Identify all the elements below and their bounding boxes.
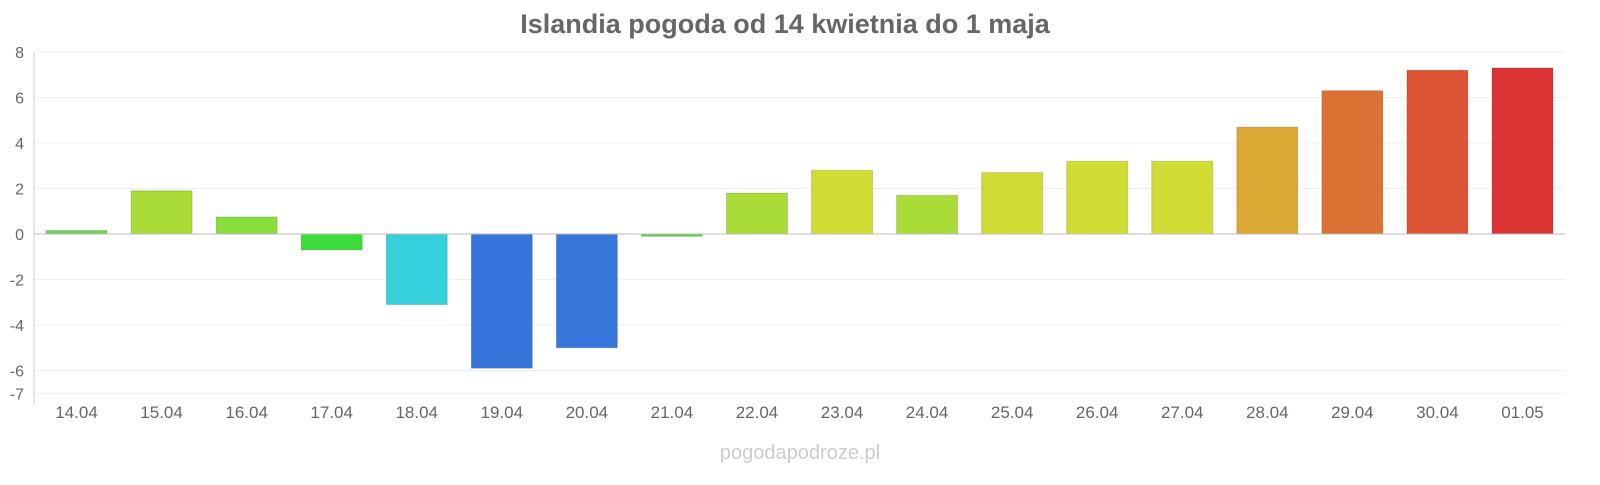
bars <box>34 67 1565 369</box>
x-tick-label: 18.04 <box>395 403 438 422</box>
x-tick-label: 25.04 <box>991 403 1034 422</box>
bar <box>811 169 874 235</box>
x-tick-label: 26.04 <box>1076 403 1119 422</box>
bar <box>896 194 959 235</box>
bar <box>555 233 618 349</box>
bar <box>1151 160 1214 235</box>
bar <box>1236 126 1299 235</box>
x-tick-label: 21.04 <box>651 403 694 422</box>
bar <box>725 192 788 235</box>
y-tick-label: -4 <box>10 318 24 335</box>
y-tick-label: 0 <box>15 227 24 244</box>
bar <box>1406 69 1469 235</box>
x-tick-label: 29.04 <box>1331 403 1374 422</box>
bar <box>1491 67 1554 235</box>
x-tick-label: 14.04 <box>55 403 98 422</box>
x-tick-label: 01.05 <box>1501 403 1544 422</box>
grid-lines <box>33 51 1565 405</box>
y-tick-label: -7 <box>10 386 24 403</box>
x-tick-label: 30.04 <box>1416 403 1459 422</box>
x-tick-label: 19.04 <box>481 403 524 422</box>
bar <box>470 233 533 369</box>
bar <box>1321 90 1384 235</box>
x-tick-label: 27.04 <box>1161 403 1204 422</box>
x-tick-label: 23.04 <box>821 403 864 422</box>
watermark: pogodapodroze.pl <box>720 442 880 464</box>
bar <box>1066 160 1129 235</box>
y-tick-label: -2 <box>10 273 24 290</box>
bar <box>45 230 108 235</box>
y-tick-label: 8 <box>15 45 24 62</box>
y-tick-label: -6 <box>10 364 24 381</box>
y-tick-label: 2 <box>15 182 24 199</box>
bar <box>981 172 1044 235</box>
x-tick-label: 28.04 <box>1246 403 1289 422</box>
bar <box>300 233 363 251</box>
x-tick-label: 16.04 <box>225 403 268 422</box>
x-tick-label: 22.04 <box>736 403 779 422</box>
y-axis-ticks: 8 6 4 2 0 -2 -4 -6 -7 <box>10 45 24 403</box>
bar <box>215 216 278 235</box>
x-axis-ticks: 14.04 15.04 16.04 17.04 18.04 19.04 20.04 21.04… <box>55 403 1543 422</box>
bar <box>385 233 448 306</box>
chart-title: Islandia pogoda od 14 kwietnia do 1 maja <box>520 9 1051 39</box>
y-tick-label: 4 <box>15 136 24 153</box>
x-tick-label: 15.04 <box>140 403 183 422</box>
x-tick-label: 17.04 <box>310 403 353 422</box>
x-tick-label: 24.04 <box>906 403 949 422</box>
x-tick-label: 20.04 <box>566 403 609 422</box>
y-tick-label: 6 <box>15 91 24 108</box>
bar <box>130 190 193 235</box>
